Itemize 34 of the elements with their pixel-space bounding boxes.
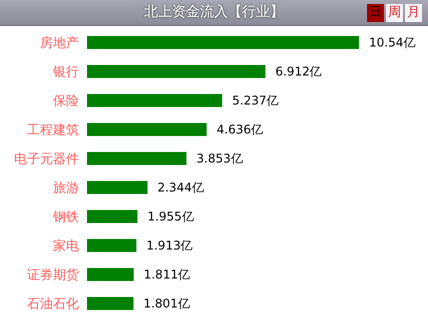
- bar: [87, 239, 136, 252]
- y-tick-label: 电子元器件: [14, 152, 79, 168]
- data-label: 1.913亿: [146, 238, 193, 253]
- text: 月: [405, 4, 422, 22]
- bar: [87, 181, 148, 194]
- text: 日: [367, 4, 384, 22]
- bar: [87, 268, 134, 281]
- data-label: 5.237亿: [232, 94, 279, 108]
- bar: [87, 36, 359, 49]
- data-label: 1.955亿: [147, 210, 194, 224]
- data-label: 1.801亿: [143, 296, 190, 311]
- data-label: 1.811亿: [144, 268, 190, 282]
- y-tick-label: 钢铁: [52, 210, 79, 226]
- chart-title: 北上资金流入【行业】: [144, 4, 284, 20]
- y-tick-label: 银行: [52, 65, 79, 80]
- bar: [87, 123, 207, 136]
- text: 周: [386, 4, 403, 22]
- bar: [87, 210, 138, 223]
- y-tick-label: 证券期货: [27, 268, 79, 284]
- data-label: 2.344亿: [157, 180, 204, 195]
- data-label: 6.912亿: [275, 64, 322, 79]
- bar: [87, 94, 222, 107]
- bar: [87, 152, 186, 165]
- y-tick-label: 家电: [53, 238, 79, 254]
- y-tick-label: 旅游: [53, 181, 79, 196]
- y-tick-label: 石油石化: [27, 297, 79, 312]
- data-label: 10.54亿: [369, 36, 416, 50]
- data-label: 4.636亿: [216, 122, 263, 137]
- bar: [87, 297, 134, 310]
- bar: [87, 65, 266, 78]
- data-label: 3.853亿: [196, 152, 243, 166]
- y-tick-label: 保险: [53, 94, 79, 110]
- y-tick-label: 房地产: [40, 35, 79, 52]
- y-tick-label: 工程建筑: [27, 123, 79, 138]
